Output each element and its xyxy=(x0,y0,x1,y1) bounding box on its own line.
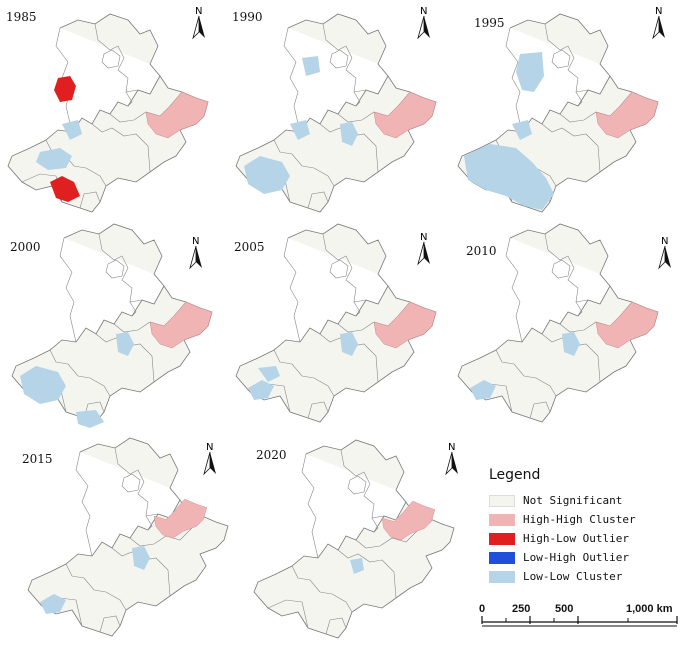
north-arrow-2020: N xyxy=(442,440,462,480)
legend: Legend Not Significant High-High Cluster… xyxy=(489,467,679,586)
legend-label: Low-Low Cluster xyxy=(523,570,623,583)
year-label-2010: 2010 xyxy=(466,244,497,258)
map-panel-1985 xyxy=(0,6,220,221)
north-label: N xyxy=(206,442,213,453)
legend-label: Low-High Outlier xyxy=(523,551,629,564)
legend-item-low-low: Low-Low Cluster xyxy=(489,567,679,586)
scale-label-250: 250 xyxy=(512,603,530,615)
scale-label-500: 500 xyxy=(555,603,573,615)
north-label: N xyxy=(192,236,199,247)
year-label-2020: 2020 xyxy=(256,448,287,462)
north-arrow-1990: N xyxy=(414,4,434,44)
north-arrow-2000: N xyxy=(186,234,206,274)
map-1995 xyxy=(457,13,659,213)
year-label-2000: 2000 xyxy=(10,240,41,254)
north-arrow-2015: N xyxy=(200,440,220,480)
year-label-1985: 1985 xyxy=(6,10,37,24)
map-panel-2020 xyxy=(246,432,466,647)
map-panel-2005 xyxy=(228,216,448,431)
legend-swatch xyxy=(489,513,515,526)
legend-item-high-low: High-Low Outlier xyxy=(489,529,679,548)
scale-label-0: 0 xyxy=(479,603,485,615)
legend-swatch xyxy=(489,570,515,583)
north-label: N xyxy=(195,6,202,17)
north-arrow-2010: N xyxy=(655,234,675,274)
north-arrow-2005: N xyxy=(414,230,434,270)
legend-label: High-High Cluster xyxy=(523,513,636,526)
map-2005 xyxy=(235,223,437,423)
legend-swatch xyxy=(489,532,515,545)
year-label-1990: 1990 xyxy=(232,10,263,24)
north-label: N xyxy=(661,236,668,247)
north-label: N xyxy=(655,6,662,17)
north-arrow-1985: N xyxy=(189,4,209,44)
legend-item-high-high: High-High Cluster xyxy=(489,510,679,529)
scale-label-1000: 1,000 km xyxy=(626,603,673,615)
legend-label: High-Low Outlier xyxy=(523,532,629,545)
legend-item-not-significant: Not Significant xyxy=(489,491,679,510)
north-arrow-1995: N xyxy=(649,4,669,44)
year-label-1995: 1995 xyxy=(474,16,505,30)
north-label: N xyxy=(420,232,427,243)
legend-swatch xyxy=(489,494,515,507)
year-label-2005: 2005 xyxy=(234,240,265,254)
scale-bar: 0 250 500 1,000 km xyxy=(478,600,683,634)
year-label-2015: 2015 xyxy=(22,452,53,466)
map-1985 xyxy=(7,13,209,213)
map-2020 xyxy=(253,439,455,639)
map-panel-1995 xyxy=(450,6,670,221)
north-label: N xyxy=(420,6,427,17)
legend-label: Not Significant xyxy=(523,494,623,507)
legend-title: Legend xyxy=(489,467,541,483)
legend-item-low-high: Low-High Outlier xyxy=(489,548,679,567)
legend-swatch xyxy=(489,551,515,564)
north-label: N xyxy=(448,442,455,453)
